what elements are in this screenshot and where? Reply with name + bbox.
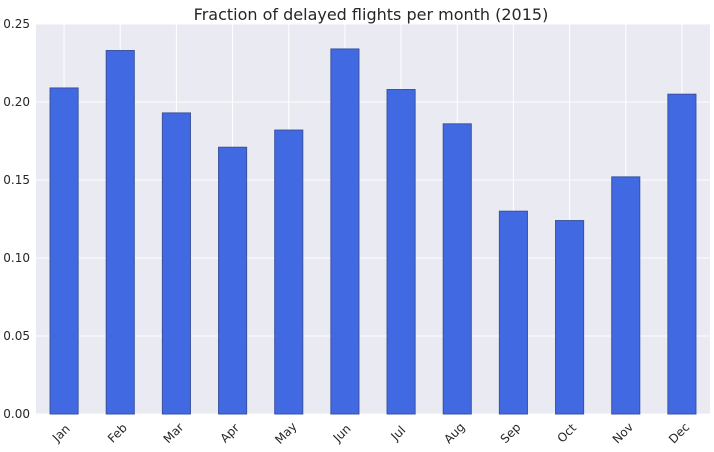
- x-tick-label-apr: Apr: [217, 421, 242, 446]
- x-tick-label-feb: Feb: [105, 421, 130, 446]
- x-tick-label-jul: Jul: [387, 423, 408, 444]
- x-tick-label-aug: Aug: [441, 420, 467, 446]
- y-tick-label: 0.25: [3, 17, 30, 31]
- x-tick-label-jun: Jun: [330, 422, 354, 446]
- bar-dec: [667, 93, 697, 415]
- bar-feb: [105, 50, 135, 415]
- x-tick-label-jan: Jan: [49, 422, 73, 446]
- y-tick-label: 0.15: [3, 173, 30, 187]
- x-tick-label-mar: Mar: [161, 420, 187, 446]
- bar-jan: [49, 87, 79, 415]
- chart-title: Fraction of delayed flights per month (2…: [194, 5, 549, 24]
- bar-apr: [218, 146, 248, 415]
- y-tick-label: 0.10: [3, 251, 30, 265]
- x-tick-label-dec: Dec: [666, 420, 692, 446]
- x-tick-label-may: May: [272, 419, 299, 446]
- bar-oct: [555, 220, 585, 415]
- x-tick-label-oct: Oct: [554, 421, 579, 446]
- x-tick-label-nov: Nov: [610, 420, 636, 446]
- x-tick-label-sep: Sep: [498, 420, 524, 446]
- bar-jul: [386, 89, 416, 415]
- y-tick-label: 0.00: [3, 407, 30, 421]
- y-tick-label: 0.20: [3, 95, 30, 109]
- plot-area: [36, 24, 710, 414]
- bar-may: [274, 129, 304, 415]
- bar-jun: [330, 48, 360, 415]
- bar-nov: [611, 176, 641, 415]
- bar-sep: [498, 210, 528, 415]
- bar-mar: [161, 112, 191, 415]
- x-tick-labels: Jan Feb Mar Apr May Jun Jul Aug Sep Oct Nov Dec: [49, 419, 692, 446]
- y-tick-label: 0.05: [3, 329, 30, 343]
- bar-aug: [442, 123, 472, 415]
- bars: [49, 48, 697, 415]
- y-tick-labels: 0.00 0.05 0.10 0.15 0.20 0.25: [3, 17, 30, 421]
